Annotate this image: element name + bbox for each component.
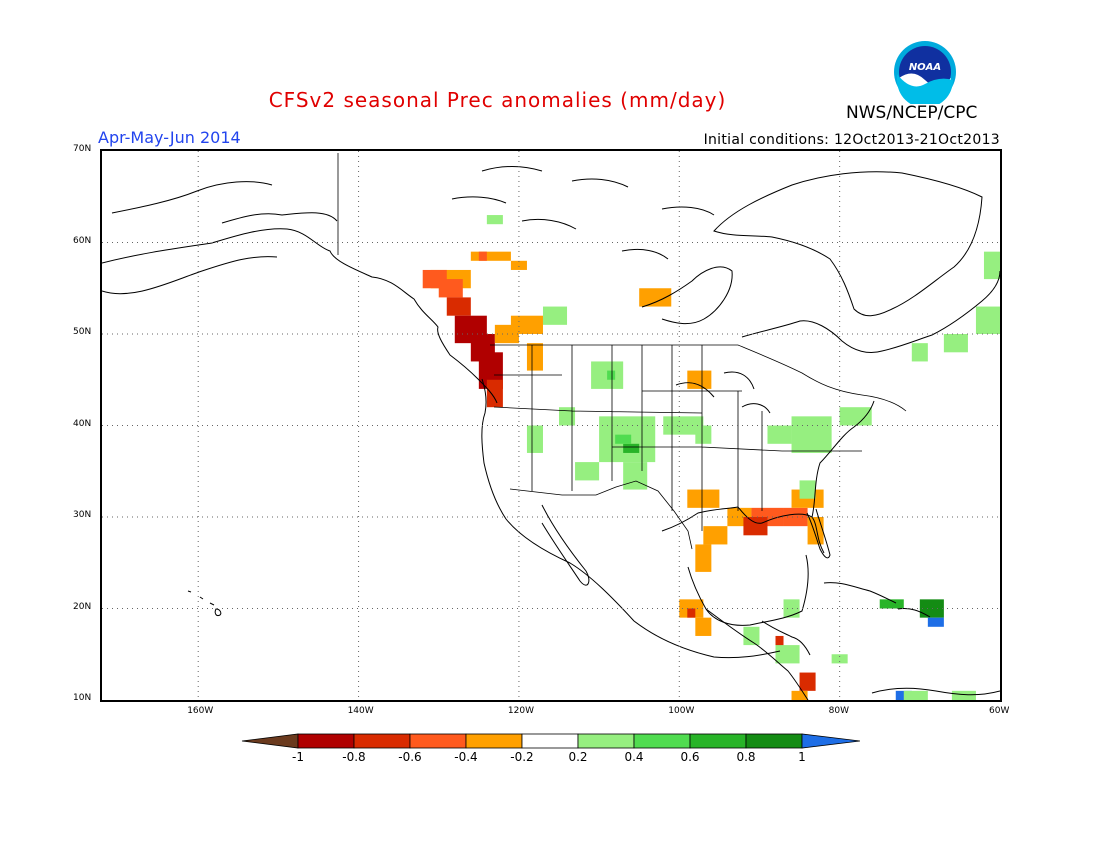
colorbar-label: -0.8 [342, 750, 366, 764]
lon-tick-label: 140W [347, 706, 374, 716]
anomaly-cell [663, 416, 704, 435]
colorbar-swatch [577, 733, 635, 749]
anomaly-cell [687, 489, 720, 508]
anomaly-cell [783, 507, 808, 527]
lat-tick-label: 30N [73, 510, 92, 520]
anomaly-cell [775, 635, 784, 655]
colorbar-label: 0.6 [680, 750, 700, 764]
initial-conditions-label: Initial conditions: 12Oct2013-21Oct2013 [703, 132, 1000, 148]
political-borders [337, 153, 907, 550]
anomaly-cell [639, 288, 672, 307]
anomaly-cell [510, 260, 527, 270]
colorbar-swatch [353, 733, 411, 749]
anomaly-cell [767, 425, 792, 444]
colorbar-swatch [297, 733, 355, 749]
colorbar-label: -1 [292, 750, 304, 764]
chart-title: CFSv2 seasonal Prec anomalies (mm/day) [268, 88, 727, 112]
anomaly-cell [927, 617, 944, 627]
anomaly-cells [422, 215, 1000, 700]
colorbar-label: 0.4 [624, 750, 644, 764]
anomaly-cell [919, 599, 944, 618]
anomaly-cell [446, 297, 471, 316]
colorbar-swatch [689, 733, 747, 749]
colorbar-label: 0.8 [736, 750, 756, 764]
anomaly-cell [799, 672, 816, 691]
colorbar-swatch [521, 733, 579, 749]
anomaly-cell [743, 626, 760, 646]
anomaly-cell [943, 334, 968, 353]
precip-anomaly-map [101, 151, 1001, 701]
anomaly-cell [510, 315, 543, 334]
anomaly-cell [526, 425, 543, 453]
anomaly-cell [839, 407, 872, 426]
anomaly-cell [623, 462, 648, 490]
anomaly-cell [687, 608, 696, 618]
colorbar-label: 1 [798, 750, 806, 764]
svg-text:NOAA: NOAA [909, 62, 941, 73]
anomaly-cell [791, 690, 808, 700]
colorbar-swatch [409, 733, 467, 749]
anomaly-cell [526, 343, 543, 371]
colorbar-swatch [465, 733, 523, 749]
anomaly-cell [486, 379, 503, 408]
colorbar-max-arrow [801, 733, 861, 749]
colorbar-swatches [241, 733, 861, 749]
lon-tick-label: 120W [507, 706, 534, 716]
lat-tick-label: 60N [73, 235, 92, 246]
noaa-logo-icon: NOAA [894, 41, 956, 108]
anomaly-cell [623, 443, 640, 453]
lat-tick-label: 70N [73, 144, 92, 154]
anomaly-cell [575, 462, 600, 481]
anomaly-cell [695, 617, 712, 636]
lat-tick-label: 10N [73, 693, 92, 703]
anomaly-cell [422, 269, 447, 289]
anomaly-cell [470, 251, 511, 261]
anomaly-cell [903, 690, 928, 700]
anomaly-cell [911, 343, 928, 362]
coastlines [101, 166, 1001, 701]
anomaly-cell [695, 544, 712, 572]
lon-tick-label: 160W [187, 706, 214, 716]
colorbar-swatch [745, 733, 803, 749]
anomaly-cell [687, 370, 712, 389]
map-panel [100, 149, 1002, 702]
noaa-logo: NOAA [893, 40, 957, 108]
colorbar-label: 0.2 [568, 750, 588, 764]
anomaly-cell [975, 306, 1000, 334]
agency-label: NWS/NCEP/CPC [846, 103, 978, 123]
anomaly-cell [478, 251, 487, 261]
colorbar-swatch [633, 733, 691, 749]
anomaly-cell [775, 645, 800, 664]
anomaly-cell [559, 407, 576, 426]
colorbar [240, 733, 861, 773]
lat-tick-label: 50N [73, 327, 92, 337]
colorbar-label: -0.6 [398, 750, 422, 764]
anomaly-cell [951, 690, 976, 700]
anomaly-cell [695, 425, 712, 444]
lon-tick-label: 80W [828, 706, 849, 716]
anomaly-cell [831, 654, 848, 664]
colorbar-label: -0.4 [454, 750, 478, 764]
season-label: Apr-May-Jun 2014 [98, 128, 241, 147]
lon-tick-label: 60W [989, 706, 1010, 716]
lat-tick-label: 40N [73, 418, 92, 429]
anomaly-cell [879, 599, 904, 609]
lat-tick-label: 20N [73, 601, 92, 612]
colorbar-label: -0.2 [510, 750, 534, 764]
lon-tick-label: 100W [668, 706, 695, 716]
anomaly-cell [983, 251, 1000, 280]
anomaly-cell [607, 370, 616, 380]
anomaly-cell [486, 215, 503, 225]
anomaly-cell [791, 416, 832, 453]
anomaly-cell [743, 517, 768, 536]
anomaly-cell [799, 480, 816, 499]
colorbar-min-arrow [241, 733, 299, 749]
anomaly-cell [703, 526, 728, 545]
anomaly-cell [542, 306, 568, 325]
anomaly-cell [615, 434, 632, 444]
anomaly-cell [783, 599, 800, 618]
